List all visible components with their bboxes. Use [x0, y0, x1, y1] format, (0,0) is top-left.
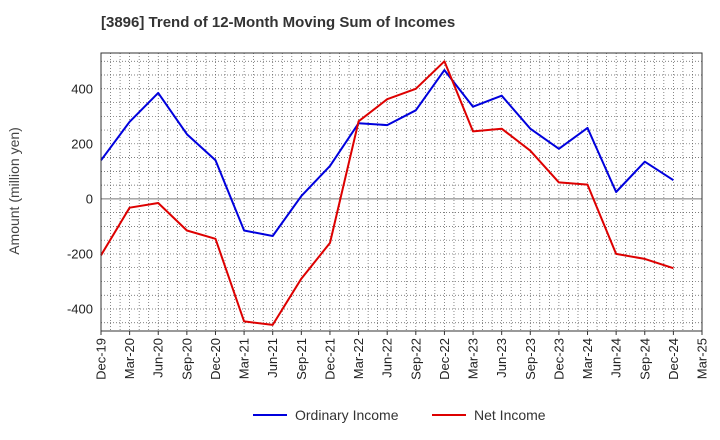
x-tick-label: Sep-21: [294, 338, 309, 380]
x-tick-label: Sep-22: [408, 338, 423, 380]
y-axis-title: Amount (million yen): [6, 127, 22, 255]
x-tick-label: Jun-23: [494, 338, 509, 378]
y-tick-label: 0: [86, 191, 93, 206]
y-axis-tick-labels: -400 -200 0 200 400: [67, 81, 93, 316]
x-tick-label: Dec-21: [323, 338, 338, 380]
series-lines: [100, 60, 674, 326]
x-tick-label: Jun-20: [151, 338, 166, 378]
legend-label-ordinary-income: Ordinary Income: [295, 407, 399, 423]
x-tick-label: Mar-24: [580, 338, 595, 379]
x-tick-label: Mar-21: [237, 338, 252, 379]
legend: Ordinary Income Net Income: [253, 407, 546, 423]
x-tick-label: Mar-20: [122, 338, 137, 379]
x-tick-label: Sep-24: [637, 338, 652, 380]
x-tick-label: Dec-20: [208, 338, 223, 380]
series-line-net-income: [100, 60, 674, 326]
x-tick-label: Jun-21: [265, 338, 280, 378]
y-tick-label: 200: [71, 136, 93, 151]
legend-label-net-income: Net Income: [474, 407, 546, 423]
plot-background: [101, 53, 702, 331]
vertical-gridlines: [110, 53, 693, 331]
y-tick-label: 400: [71, 81, 93, 96]
plot-frame: [100, 52, 703, 332]
plot-area: [101, 53, 702, 331]
chart-title: [3896] Trend of 12-Month Moving Sum of I…: [101, 14, 456, 31]
horizontal-gridlines: [101, 60, 702, 324]
x-tick-label: Jun-24: [609, 338, 624, 378]
x-tick-label: Dec-22: [437, 338, 452, 380]
series-line-ordinary-income: [100, 69, 674, 237]
x-axis-tick-labels: Dec-19 Mar-20 Jun-20 Sep-20 Dec-20 Mar-21 Jun-…: [94, 331, 710, 380]
plot-border: [100, 52, 703, 332]
y-tick-label: -400: [67, 301, 93, 316]
x-tick-label: Sep-23: [523, 338, 538, 380]
x-tick-label: Mar-25: [695, 338, 710, 379]
x-tick-label: Dec-24: [666, 338, 681, 380]
x-tick-label: Mar-22: [351, 338, 366, 379]
x-tick-label: Dec-23: [551, 338, 566, 380]
x-tick-label: Dec-19: [94, 338, 109, 380]
x-tick-label: Jun-22: [380, 338, 395, 378]
x-tick-label: Mar-23: [466, 338, 481, 379]
y-tick-label: -200: [67, 246, 93, 261]
x-tick-label: Sep-20: [179, 338, 194, 380]
